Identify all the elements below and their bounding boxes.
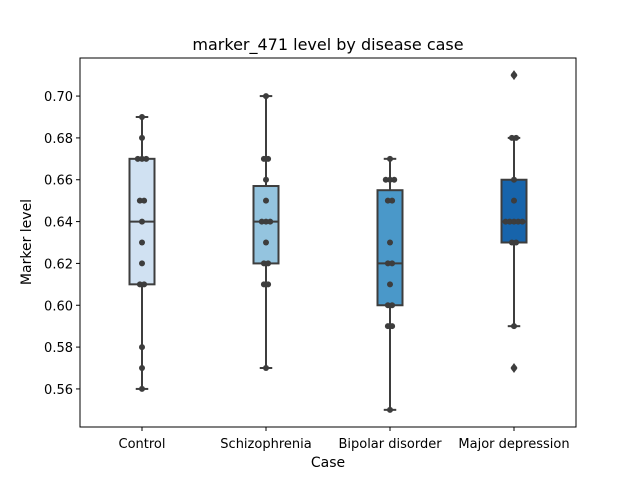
y-tick-label: 0.66 xyxy=(44,174,73,189)
iqr-box xyxy=(376,189,404,307)
data-point xyxy=(139,344,145,351)
data-point xyxy=(387,155,393,162)
box-3 xyxy=(500,70,528,374)
x-axis: Control Schizophrenia Bipolar disorder Majo… xyxy=(119,427,570,452)
data-point xyxy=(265,281,272,288)
data-point xyxy=(263,93,269,100)
data-point xyxy=(139,365,145,372)
data-point xyxy=(384,323,391,330)
y-tick-label: 0.62 xyxy=(44,257,73,272)
data-point xyxy=(267,218,274,225)
y-axis-label: Marker level xyxy=(19,199,35,285)
data-point xyxy=(389,302,396,309)
data-point xyxy=(139,218,145,225)
points-layer xyxy=(134,72,526,413)
data-point xyxy=(513,239,520,246)
box-1 xyxy=(252,95,280,370)
x-tick-label: Schizophrenia xyxy=(220,437,311,452)
data-point xyxy=(513,134,520,141)
data-point xyxy=(139,155,145,162)
data-point xyxy=(387,239,393,246)
data-point xyxy=(515,218,522,225)
data-point xyxy=(511,176,517,183)
data-point xyxy=(384,260,391,267)
data-point xyxy=(387,406,393,413)
data-point xyxy=(139,134,145,141)
chart-title: marker_471 level by disease case xyxy=(192,35,463,55)
data-point xyxy=(389,323,396,330)
data-point xyxy=(508,239,515,246)
data-point xyxy=(511,197,517,204)
data-point xyxy=(263,365,269,372)
data-point xyxy=(134,155,141,162)
data-point xyxy=(260,281,267,288)
data-point xyxy=(519,218,526,225)
iqr-box xyxy=(252,185,280,265)
data-point xyxy=(387,176,393,183)
data-point xyxy=(265,155,272,162)
x-tick-label: Bipolar disorder xyxy=(338,437,442,452)
data-point xyxy=(139,260,145,267)
data-point xyxy=(139,113,145,120)
data-point xyxy=(263,197,269,204)
data-point xyxy=(384,302,391,309)
y-tick-label: 0.70 xyxy=(44,90,73,105)
data-point xyxy=(506,218,513,225)
data-point xyxy=(141,197,148,204)
plot-frame xyxy=(79,57,577,428)
data-point xyxy=(139,385,145,392)
data-point xyxy=(511,72,517,79)
y-tick-label: 0.68 xyxy=(44,132,73,147)
data-point xyxy=(263,218,269,225)
data-point xyxy=(141,281,148,288)
data-point xyxy=(136,197,143,204)
data-point xyxy=(265,260,272,267)
iqr-box xyxy=(500,178,528,244)
boxes-layer xyxy=(128,70,528,411)
data-point xyxy=(136,281,143,288)
data-point xyxy=(511,365,517,372)
y-axis: 0.56 0.58 0.60 0.62 0.64 0.66 0.68 0.70 xyxy=(44,90,80,398)
data-point xyxy=(260,155,267,162)
data-point xyxy=(139,239,145,246)
data-point xyxy=(260,260,267,267)
data-point xyxy=(387,281,393,288)
y-tick-label: 0.60 xyxy=(44,299,73,314)
data-point xyxy=(511,218,517,225)
x-tick-label: Control xyxy=(119,437,166,452)
data-point xyxy=(384,197,391,204)
data-point xyxy=(389,197,396,204)
data-point xyxy=(263,176,269,183)
data-point xyxy=(391,176,398,183)
x-tick-label: Major depression xyxy=(458,437,569,452)
x-axis-label: Case xyxy=(311,455,345,471)
data-point xyxy=(263,239,269,246)
data-point xyxy=(502,218,509,225)
data-point xyxy=(389,260,396,267)
data-point xyxy=(143,155,150,162)
data-point xyxy=(258,218,265,225)
y-tick-label: 0.64 xyxy=(44,216,73,231)
data-point xyxy=(511,323,517,330)
data-point xyxy=(382,176,389,183)
y-tick-label: 0.58 xyxy=(44,341,73,356)
data-point xyxy=(508,134,515,141)
y-tick-label: 0.56 xyxy=(44,383,73,398)
